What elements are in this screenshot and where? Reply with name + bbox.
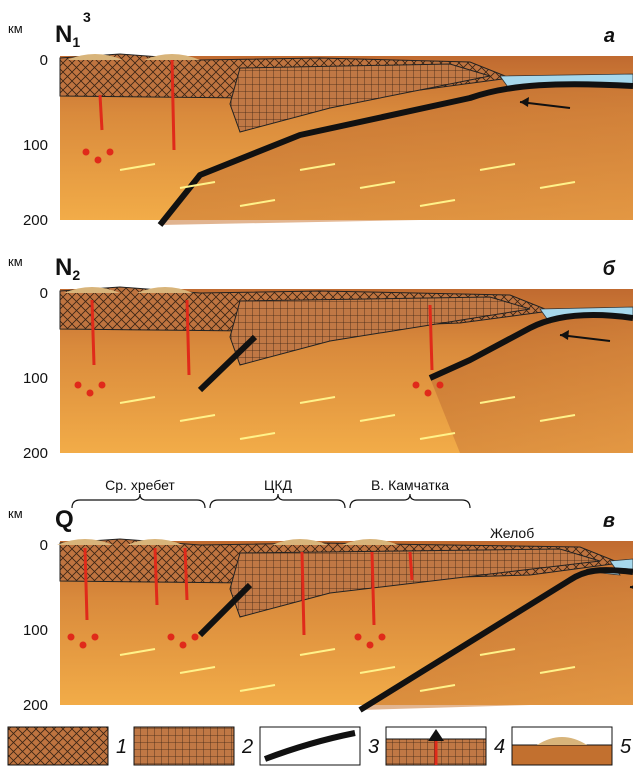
unit: км (8, 506, 23, 521)
depth-tick: 100 (23, 622, 48, 639)
unit: км (8, 21, 23, 36)
age: Q (55, 506, 74, 533)
brace (72, 494, 205, 508)
magma (185, 548, 187, 600)
swatch (134, 727, 234, 765)
melt (95, 157, 102, 164)
melt (83, 149, 90, 156)
melt (379, 634, 386, 641)
melt (192, 634, 199, 641)
swatch-base (512, 745, 612, 765)
volcano (272, 539, 328, 545)
region-label: ЦКД (264, 477, 293, 493)
legend-item: 1 (8, 727, 127, 765)
magma (92, 300, 94, 365)
magma (172, 60, 174, 150)
magma (410, 552, 412, 580)
melt (425, 390, 432, 397)
age: N1 (55, 21, 80, 50)
depth-tick: 100 (23, 137, 48, 154)
regions: Ср. хребет ЦКД В. Камчатка Желоб (72, 477, 534, 541)
melt (413, 382, 420, 389)
legend-number: 5 (620, 736, 632, 758)
panel-label: б (603, 258, 616, 280)
age-sup: 3 (83, 9, 91, 25)
melt (355, 634, 362, 641)
region-label: В. Камчатка (371, 477, 449, 493)
age-sub: 2 (72, 267, 80, 283)
melt (68, 634, 75, 641)
unit: км (8, 254, 23, 269)
panel-label: в (603, 510, 615, 532)
melt (99, 382, 106, 389)
legend-number: 4 (494, 736, 505, 758)
depth-tick: 200 (23, 445, 48, 462)
magma (187, 300, 189, 375)
magma (155, 548, 157, 605)
depth-tick: 0 (40, 52, 48, 69)
melt (87, 390, 94, 397)
legend-number: 3 (368, 736, 379, 758)
depth-tick: 200 (23, 697, 48, 714)
swatch (8, 727, 108, 765)
melt (80, 642, 87, 649)
magma (100, 95, 102, 130)
panel: км N13 а 0 100 200 (8, 9, 633, 229)
age: N2 (55, 254, 80, 283)
melt (75, 382, 82, 389)
legend-number: 2 (241, 736, 253, 758)
depth-tick: 0 (40, 537, 48, 554)
melt (168, 634, 175, 641)
brace (350, 494, 470, 508)
volcano (144, 54, 200, 60)
age-sub: 1 (72, 34, 80, 50)
region-label: Ср. хребет (105, 477, 175, 493)
depth-tick: 100 (23, 370, 48, 387)
magma (85, 548, 87, 620)
region-label: Желоб (490, 525, 534, 541)
legend-item: 2 (134, 727, 253, 765)
panel: км N2 б 0 100 200 (8, 254, 633, 462)
legend-item: 5 (512, 727, 632, 765)
legend: 1 2 3 4 5 (8, 727, 632, 765)
depth-tick: 200 (23, 212, 48, 229)
volcano (342, 539, 398, 545)
brace (210, 494, 345, 508)
melt (180, 642, 187, 649)
magma (302, 552, 304, 635)
volcano (137, 287, 193, 293)
melt (437, 382, 444, 389)
legend-number: 1 (116, 736, 127, 758)
magma (430, 305, 432, 370)
legend-item: 4 (386, 727, 505, 765)
melt (92, 634, 99, 641)
magma (372, 552, 374, 625)
melt (367, 642, 374, 649)
depth-tick: 0 (40, 285, 48, 302)
legend-item: 3 (260, 727, 379, 765)
diagram: кмN13а0100200кмN2б0100200кмQв0100200Ср. … (0, 0, 633, 768)
melt (107, 149, 114, 156)
panel-label: а (604, 25, 615, 47)
